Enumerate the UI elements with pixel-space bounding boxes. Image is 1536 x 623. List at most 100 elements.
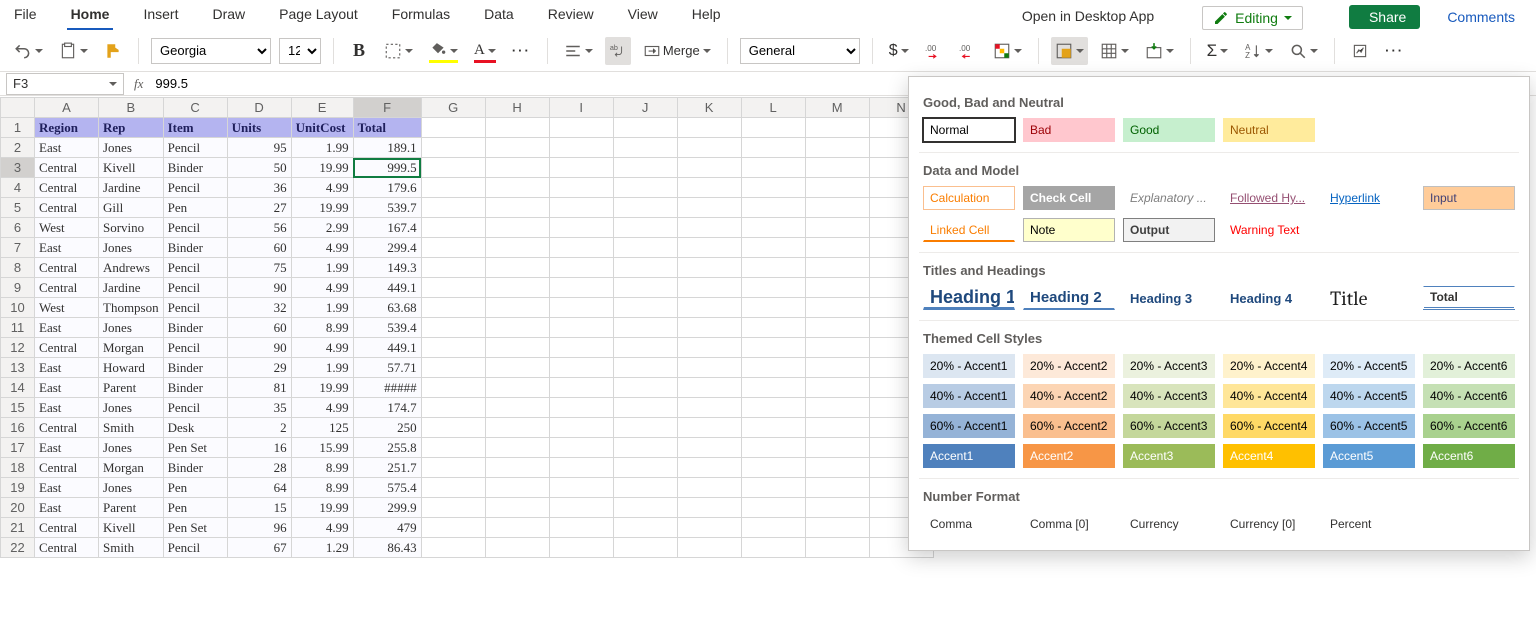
cell[interactable]: Central: [35, 258, 99, 278]
cell[interactable]: [485, 298, 549, 318]
cell[interactable]: [421, 358, 485, 378]
cell[interactable]: [805, 258, 869, 278]
style-swatch[interactable]: Linked Cell: [923, 218, 1015, 242]
cell[interactable]: [485, 478, 549, 498]
cell[interactable]: [805, 498, 869, 518]
style-swatch[interactable]: 60% - Accent5: [1323, 414, 1415, 438]
style-swatch[interactable]: Heading 3: [1123, 286, 1215, 310]
cell[interactable]: [421, 398, 485, 418]
style-swatch[interactable]: 60% - Accent2: [1023, 414, 1115, 438]
cell[interactable]: 8.99: [291, 318, 353, 338]
cell[interactable]: [485, 458, 549, 478]
cell[interactable]: [741, 398, 805, 418]
cell[interactable]: Binder: [163, 378, 227, 398]
cell[interactable]: [805, 378, 869, 398]
cell[interactable]: [741, 238, 805, 258]
cell[interactable]: [613, 218, 677, 238]
cell[interactable]: Pencil: [163, 138, 227, 158]
cell[interactable]: Pen: [163, 198, 227, 218]
row-header-18[interactable]: 18: [1, 458, 35, 478]
cell[interactable]: 56: [227, 218, 291, 238]
cell[interactable]: East: [35, 438, 99, 458]
col-header-F[interactable]: F: [353, 98, 421, 118]
col-header-C[interactable]: C: [163, 98, 227, 118]
cell[interactable]: [549, 298, 613, 318]
cell[interactable]: 95: [227, 138, 291, 158]
cell[interactable]: [613, 258, 677, 278]
accounting-format-button[interactable]: $: [885, 37, 913, 65]
row-header-20[interactable]: 20: [1, 498, 35, 518]
style-swatch[interactable]: Output: [1123, 218, 1215, 242]
cell[interactable]: Binder: [163, 358, 227, 378]
cell[interactable]: [677, 538, 741, 558]
cell[interactable]: [677, 118, 741, 138]
cell[interactable]: Jones: [99, 238, 164, 258]
cell[interactable]: [485, 498, 549, 518]
cell[interactable]: [677, 378, 741, 398]
cell[interactable]: [421, 318, 485, 338]
cell[interactable]: [421, 518, 485, 538]
cell[interactable]: 299.4: [353, 238, 421, 258]
cell[interactable]: 125: [291, 418, 353, 438]
cell[interactable]: Jardine: [99, 178, 164, 198]
style-swatch[interactable]: Warning Text: [1223, 218, 1315, 242]
style-swatch[interactable]: Accent2: [1023, 444, 1115, 468]
style-swatch[interactable]: Check Cell: [1023, 186, 1115, 210]
cell[interactable]: 174.7: [353, 398, 421, 418]
cell[interactable]: [805, 318, 869, 338]
cell[interactable]: [677, 338, 741, 358]
cell[interactable]: [421, 198, 485, 218]
cell[interactable]: West: [35, 298, 99, 318]
row-header-7[interactable]: 7: [1, 238, 35, 258]
cell[interactable]: [613, 138, 677, 158]
cell[interactable]: [485, 118, 549, 138]
font-more-button[interactable]: ···: [508, 37, 535, 65]
decrease-decimal-button[interactable]: .00: [921, 37, 947, 65]
cell[interactable]: [741, 258, 805, 278]
col-header-D[interactable]: D: [227, 98, 291, 118]
cell[interactable]: [485, 178, 549, 198]
cell[interactable]: 1.99: [291, 258, 353, 278]
cell[interactable]: 1.99: [291, 138, 353, 158]
cell[interactable]: Pen: [163, 478, 227, 498]
cell[interactable]: [805, 218, 869, 238]
cell[interactable]: 36: [227, 178, 291, 198]
cell[interactable]: 15.99: [291, 438, 353, 458]
cell[interactable]: East: [35, 398, 99, 418]
cell[interactable]: [549, 278, 613, 298]
style-swatch[interactable]: 40% - Accent4: [1223, 384, 1315, 408]
name-box[interactable]: F3: [6, 73, 124, 95]
style-swatch[interactable]: Input: [1423, 186, 1515, 210]
col-header-E[interactable]: E: [291, 98, 353, 118]
cell[interactable]: [421, 218, 485, 238]
cell[interactable]: [741, 358, 805, 378]
cell[interactable]: Jones: [99, 398, 164, 418]
row-header-8[interactable]: 8: [1, 258, 35, 278]
cell[interactable]: [549, 438, 613, 458]
menu-tab-home[interactable]: Home: [67, 2, 114, 30]
cell[interactable]: [421, 278, 485, 298]
cell[interactable]: Central: [35, 338, 99, 358]
menu-tab-insert[interactable]: Insert: [139, 2, 182, 30]
style-swatch[interactable]: Normal: [923, 118, 1015, 142]
col-header-G[interactable]: G: [421, 98, 485, 118]
style-swatch[interactable]: Note: [1023, 218, 1115, 242]
cell[interactable]: 250: [353, 418, 421, 438]
cell[interactable]: [421, 498, 485, 518]
cell[interactable]: Pen: [163, 498, 227, 518]
cell[interactable]: [677, 478, 741, 498]
cell[interactable]: [485, 278, 549, 298]
cell[interactable]: Binder: [163, 158, 227, 178]
cell[interactable]: [805, 118, 869, 138]
cell[interactable]: [805, 518, 869, 538]
row-header-12[interactable]: 12: [1, 338, 35, 358]
merge-button[interactable]: Merge: [639, 37, 715, 65]
cell[interactable]: [677, 498, 741, 518]
header-cell[interactable]: Region: [35, 118, 99, 138]
cell[interactable]: [485, 438, 549, 458]
cell[interactable]: [677, 318, 741, 338]
style-swatch[interactable]: Calculation: [923, 186, 1015, 210]
cell[interactable]: [805, 358, 869, 378]
style-swatch[interactable]: 40% - Accent2: [1023, 384, 1115, 408]
header-cell[interactable]: UnitCost: [291, 118, 353, 138]
